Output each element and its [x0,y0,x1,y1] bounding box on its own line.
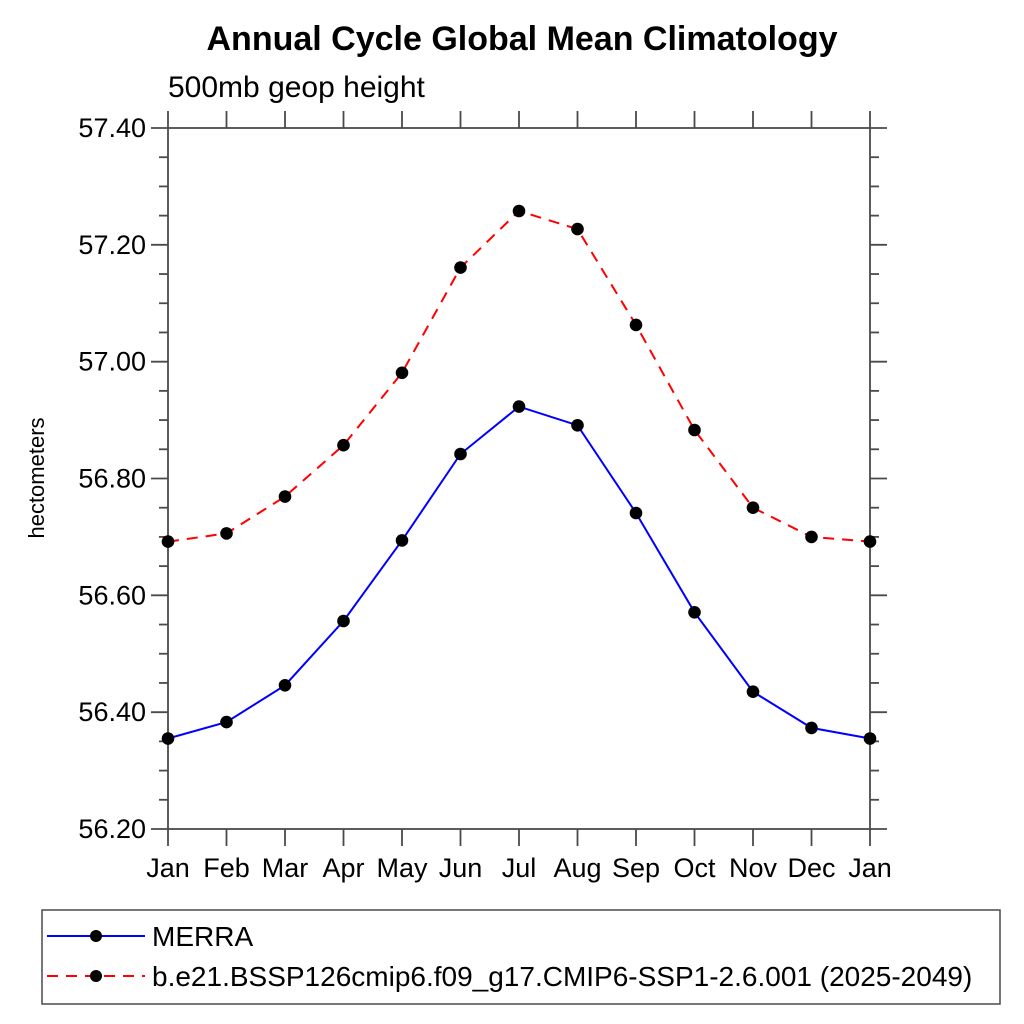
x-tick-label: Apr [322,853,364,883]
data-point-marker [454,447,467,461]
series-line-merra [167,405,871,740]
y-tick-label: 57.00 [78,347,146,377]
plot-border [167,127,871,830]
data-point-marker [512,400,526,413]
data-point-marker [395,366,409,380]
data-point-marker [688,423,701,437]
x-tick-label: Oct [673,853,716,883]
x-tick-label: Jul [502,853,537,883]
series-layer [161,204,877,745]
data-point-marker [629,318,643,332]
x-tick-label: Sep [612,853,660,883]
x-tick-label: Jan [146,853,190,883]
x-tick-label: Nov [729,853,778,883]
series-line-model [167,209,871,543]
y-tick-label: 56.40 [78,697,146,727]
chart-title: Annual Cycle Global Mean Climatology [207,20,838,58]
x-tick-label: Feb [203,853,250,883]
y-tick-label: 57.20 [78,230,146,260]
data-point-marker [278,679,292,692]
data-point-marker [863,732,877,745]
data-point-marker [454,261,467,274]
legend-box [41,909,1001,1005]
chart-subtitle: 500mb geop height [168,71,426,104]
data-point-marker [571,222,584,236]
data-point-marker [278,490,292,503]
data-point-marker [161,732,175,745]
x-tick-label: Jun [439,853,483,883]
x-tick-label: Aug [553,853,601,883]
data-point-marker [161,535,175,548]
y-tick-label: 56.60 [78,580,146,610]
data-point-marker [746,685,760,698]
x-tick-label: May [376,853,428,883]
data-point-marker [805,721,818,735]
data-point-marker [220,527,233,540]
data-point-marker [571,419,584,432]
ticks-layer: Jan Feb Mar Apr May Jun Jul Aug Sep Oct Nov Dec Jan5… [78,111,892,883]
data-point-marker [629,506,643,520]
data-point-marker [746,501,760,514]
data-point-marker [512,204,526,218]
legend-marker-merra [90,930,102,942]
legend-label-merra: MERRA [152,921,253,952]
y-tick-label: 56.80 [78,464,146,494]
x-tick-label: Dec [787,853,835,883]
data-point-marker [395,534,409,547]
y-tick-label: 57.40 [78,113,146,143]
legend: MERRA b.e21.BSSP126cmip6.f09_g17.CMIP6-S… [41,909,1001,1005]
legend-marker-model [90,970,102,982]
data-point-marker [688,606,701,619]
data-point-marker [863,535,877,548]
y-axis-label: hectometers [24,417,49,538]
legend-label-model: b.e21.BSSP126cmip6.f09_g17.CMIP6-SSP1-2.… [152,961,972,992]
data-point-marker [805,530,818,544]
data-point-marker [337,438,350,452]
data-point-marker [337,614,350,628]
data-point-marker [220,715,233,729]
x-tick-label: Mar [262,853,309,883]
x-tick-label: Jan [848,853,892,883]
y-tick-label: 56.20 [78,814,146,844]
